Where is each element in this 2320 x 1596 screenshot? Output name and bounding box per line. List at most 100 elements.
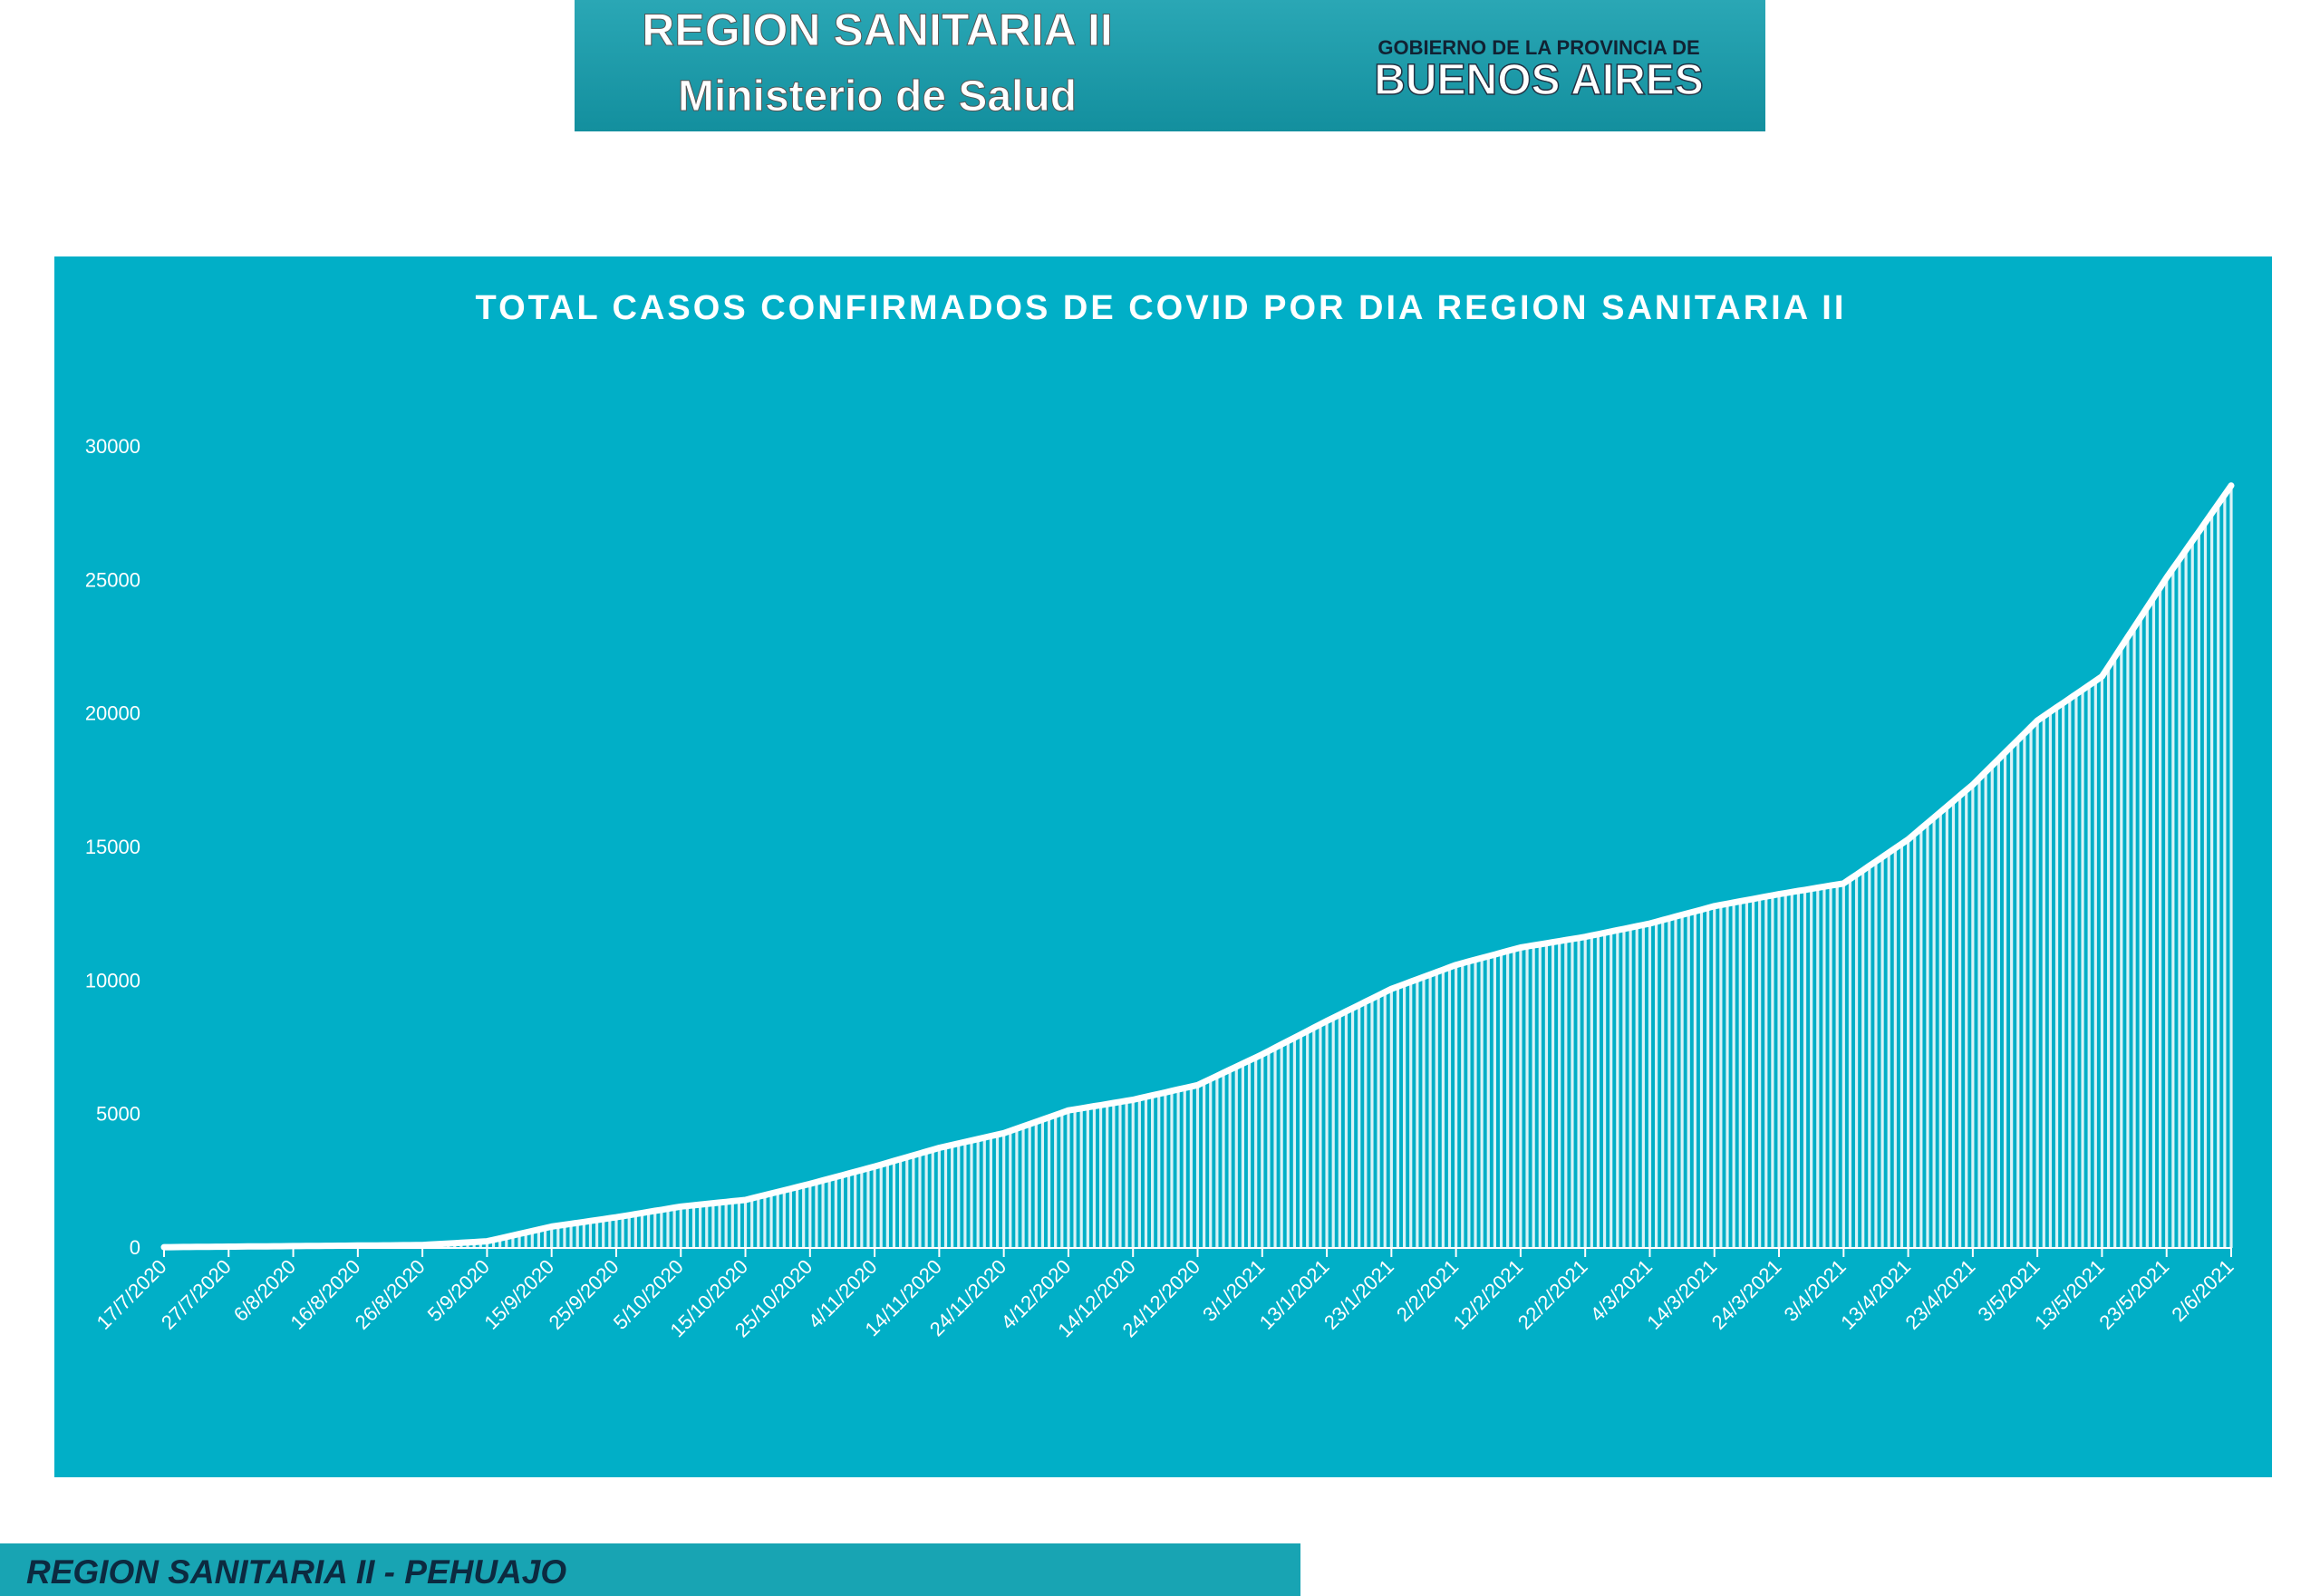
bar — [699, 1204, 702, 1248]
bar — [840, 1175, 845, 1248]
bar — [724, 1202, 728, 1248]
bar — [1325, 1020, 1329, 1248]
bar — [808, 1184, 812, 1248]
bar — [1738, 901, 1742, 1248]
bar — [782, 1190, 786, 1248]
bar — [1848, 878, 1852, 1248]
bar — [1118, 1101, 1122, 1248]
bar — [1493, 954, 1496, 1248]
bar — [1040, 1119, 1045, 1248]
bar — [1389, 989, 1393, 1248]
bar — [873, 1166, 876, 1248]
bar — [2023, 733, 2026, 1248]
bar — [2139, 616, 2142, 1248]
bar — [1299, 1034, 1303, 1248]
bar — [1189, 1086, 1193, 1248]
bar — [1131, 1099, 1135, 1248]
bar — [2048, 711, 2053, 1248]
bar — [815, 1182, 818, 1248]
bar — [517, 1233, 521, 1248]
bar — [575, 1223, 579, 1248]
bar — [1480, 957, 1484, 1248]
bar — [1222, 1072, 1225, 1248]
bar — [1680, 914, 1684, 1248]
bar — [608, 1218, 612, 1248]
bar — [511, 1235, 515, 1248]
bar — [860, 1169, 864, 1248]
bar — [679, 1206, 682, 1248]
bar — [1674, 916, 1677, 1248]
bar — [1306, 1030, 1310, 1248]
bar — [989, 1136, 993, 1248]
bar — [976, 1138, 980, 1248]
bar — [543, 1228, 547, 1248]
bar — [666, 1208, 670, 1248]
bar — [1538, 943, 1542, 1248]
bar — [899, 1158, 903, 1248]
bar — [556, 1225, 560, 1248]
bar — [1803, 889, 1807, 1248]
bar — [2003, 752, 2007, 1248]
bar — [1447, 967, 1452, 1248]
bar — [2165, 577, 2169, 1248]
bar — [2223, 494, 2227, 1248]
bar — [2132, 626, 2136, 1248]
bar — [1513, 949, 1516, 1248]
bar — [672, 1207, 676, 1248]
bar — [1319, 1024, 1322, 1248]
bar — [1358, 1004, 1361, 1248]
bar — [1577, 937, 1580, 1248]
bar — [1176, 1089, 1180, 1248]
bar — [1267, 1050, 1271, 1248]
bar — [2217, 504, 2220, 1248]
bar — [1002, 1133, 1006, 1248]
bar — [1661, 920, 1665, 1248]
bar — [834, 1176, 837, 1248]
bar — [982, 1137, 986, 1248]
bar — [1687, 913, 1690, 1248]
bar — [995, 1134, 1000, 1248]
bar — [757, 1196, 760, 1248]
bar — [1926, 823, 1929, 1248]
bar — [1273, 1048, 1277, 1248]
bar — [1951, 800, 1956, 1248]
bar — [2203, 522, 2208, 1248]
bar — [1668, 918, 1671, 1248]
bar — [1784, 893, 1787, 1248]
bar — [1906, 839, 1910, 1248]
bar — [2087, 685, 2091, 1248]
bar — [1706, 907, 1710, 1248]
bar — [2197, 531, 2200, 1248]
y-tick-label: 15000 — [85, 836, 140, 858]
bar — [2178, 559, 2181, 1248]
bar — [1383, 991, 1387, 1248]
bar — [957, 1143, 961, 1248]
footer-banner — [0, 1543, 1300, 1596]
bar — [2229, 485, 2233, 1248]
bar — [1629, 927, 1632, 1248]
bar — [524, 1232, 527, 1248]
bar — [621, 1215, 624, 1248]
bar — [2120, 646, 2123, 1248]
bar — [1822, 886, 1826, 1248]
bar — [1428, 974, 1432, 1248]
bar — [1228, 1069, 1232, 1248]
bar — [1092, 1106, 1097, 1248]
bar — [1726, 904, 1729, 1248]
bar — [1525, 946, 1529, 1248]
bar — [1079, 1108, 1083, 1248]
bar — [1060, 1112, 1064, 1248]
bar — [1532, 945, 1535, 1248]
bar — [2190, 540, 2194, 1248]
y-tick-label: 10000 — [85, 969, 140, 991]
bar — [2074, 693, 2078, 1248]
bar — [1474, 959, 1477, 1248]
bar — [1602, 933, 1607, 1248]
bar — [1028, 1124, 1031, 1248]
bar — [602, 1219, 605, 1248]
bar — [1816, 887, 1820, 1248]
bar — [530, 1231, 534, 1248]
bar — [1874, 861, 1878, 1248]
